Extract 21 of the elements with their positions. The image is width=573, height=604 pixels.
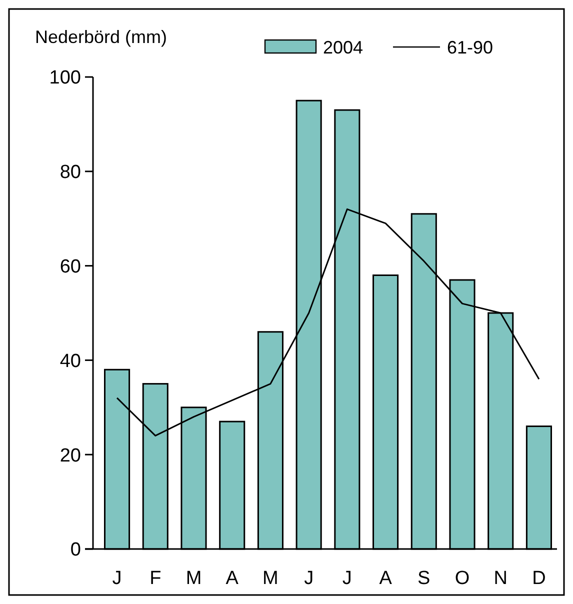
legend-label: 2004 xyxy=(323,37,364,58)
x-tick-label: S xyxy=(418,568,430,589)
x-tick-label: A xyxy=(226,568,239,589)
y-tick-label: 100 xyxy=(49,68,81,89)
legend-label: 61-90 xyxy=(447,37,494,58)
y-tick-label: 20 xyxy=(60,445,81,466)
x-tick-label: M xyxy=(186,568,202,589)
x-tick-label: J xyxy=(342,568,352,589)
y-axis-title: Nederbörd (mm) xyxy=(35,27,168,47)
y-tick-label: 40 xyxy=(60,350,81,372)
x-tick-label: D xyxy=(532,568,546,589)
x-tick-label: J xyxy=(304,568,314,589)
x-tick-label: F xyxy=(150,568,162,589)
x-tick-label: J xyxy=(112,568,122,589)
y-tick-label: 80 xyxy=(60,162,81,184)
y-tick-label: 60 xyxy=(60,256,81,278)
x-tick-label: N xyxy=(494,568,508,589)
y-tick-label: 0 xyxy=(70,540,81,561)
x-tick-label: A xyxy=(379,568,392,589)
x-tick-label: O xyxy=(454,568,470,589)
x-tick-label: M xyxy=(262,568,278,589)
